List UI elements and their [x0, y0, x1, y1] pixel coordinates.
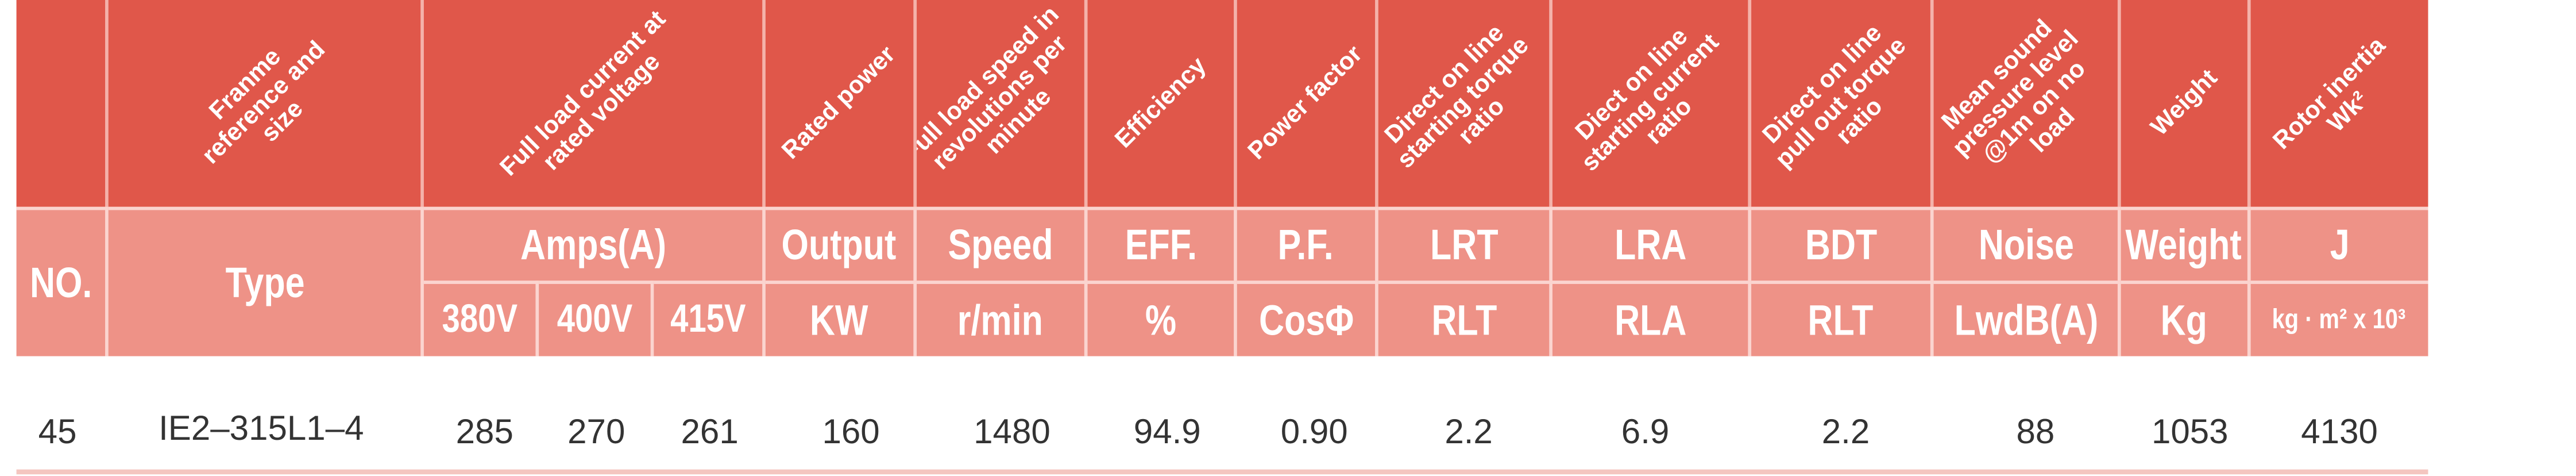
col-output-unit: KW	[765, 281, 917, 356]
col-output-label: Output	[782, 220, 897, 270]
header-noise-label: Mean sound pressure level @1m on no load	[1936, 14, 2092, 170]
header-pf: Power factor	[1237, 0, 1378, 207]
col-no: NO.	[16, 206, 109, 356]
header-lrt: Direct on line starting torque ratio	[1378, 0, 1552, 207]
header-inertia: Rotor inertia Wk²	[2250, 0, 2428, 207]
cell-a415: 261	[681, 413, 739, 452]
header-speed-label: Full load speed in revolutions per minut…	[917, 1, 1073, 176]
col-lrt: LRT	[1378, 206, 1552, 281]
cell-lra: 6.9	[1621, 413, 1670, 452]
cell-a380: 285	[455, 413, 513, 452]
col-380v-label: 380V	[442, 297, 517, 341]
col-lrt-unit-label: RLT	[1431, 294, 1497, 344]
cell-pf: 0.90	[1280, 413, 1348, 452]
col-lra-unit-label: RLA	[1614, 294, 1686, 344]
col-j-unit: kg · m² x 10³	[2250, 281, 2428, 356]
cell-type: IE2–315L1–4	[159, 410, 364, 448]
header-power: Rated power	[765, 0, 917, 207]
header-lrt-label: Direct on line starting torque ratio	[1379, 19, 1535, 174]
col-pf: P.F.	[1237, 206, 1378, 281]
cell-rpm: 1480	[974, 413, 1051, 452]
cell-kw: 160	[822, 413, 880, 452]
col-noise: Noise	[1933, 206, 2121, 281]
col-415v-label: 415V	[670, 297, 746, 341]
header-lra: Diect on line starting current ratio	[1552, 0, 1752, 207]
cell-lrt: 2.2	[1445, 413, 1493, 452]
col-amps: Amps(A)	[423, 206, 766, 281]
header-weight-label: Weight	[2145, 64, 2223, 142]
cell-j: 4130	[2301, 413, 2378, 452]
cell-eff: 94.9	[1133, 413, 1201, 452]
header-efficiency: Efficiency	[1087, 0, 1237, 207]
header-efficiency-label: Efficiency	[1109, 52, 1211, 154]
col-bdt-unit: RLT	[1751, 281, 1934, 356]
cell-bdt: 2.2	[1821, 413, 1870, 452]
cell-a400: 270	[567, 413, 625, 452]
col-noise-label: Noise	[1978, 220, 2073, 270]
col-speed-label: Speed	[948, 220, 1053, 270]
col-j-unit-label: kg · m² x 10³	[2272, 304, 2407, 335]
col-eff-label: EFF.	[1125, 220, 1197, 270]
col-400v: 400V	[539, 281, 654, 356]
header-bdt-label: Direct on line pull out torque ratio	[1756, 19, 1911, 174]
col-pf-unit: CosΦ	[1237, 281, 1378, 356]
col-speed-unit: r/min	[917, 281, 1088, 356]
header-power-label: Rated power	[777, 40, 901, 165]
col-amps-label: Amps(A)	[520, 220, 666, 270]
header-speed: Full load speed in revolutions per minut…	[917, 0, 1088, 207]
col-bdt-unit-label: RLT	[1808, 294, 1874, 344]
col-lra-unit: RLA	[1552, 281, 1752, 356]
col-output: Output	[765, 206, 917, 281]
col-weight-unit: Kg	[2121, 281, 2251, 356]
col-415v: 415V	[654, 281, 766, 356]
col-400v-label: 400V	[557, 297, 633, 341]
col-j-label: J	[2330, 220, 2350, 270]
col-j: J	[2250, 206, 2428, 281]
header-frame: Franme reference and size	[108, 0, 424, 207]
header-current-label: Full load current at rated voltage	[495, 5, 672, 182]
header-inertia-label: Rotor inertia Wk²	[2268, 32, 2392, 155]
col-pf-unit-label: CosΦ	[1258, 294, 1354, 344]
col-bdt: BDT	[1751, 206, 1934, 281]
header-weight: Weight	[2121, 0, 2251, 207]
col-type: Type	[108, 206, 424, 356]
col-380v: 380V	[423, 281, 539, 356]
col-eff: EFF.	[1087, 206, 1237, 281]
header-pf-label: Power factor	[1242, 40, 1369, 166]
col-lrt-label: LRT	[1430, 220, 1498, 270]
col-output-unit-label: KW	[810, 294, 869, 344]
cell-noise: 88	[2016, 413, 2055, 452]
header-frame-label: Franme reference and size	[196, 36, 331, 170]
col-pf-label: P.F.	[1278, 220, 1334, 270]
col-lra: LRA	[1552, 206, 1752, 281]
col-eff-unit-label: %	[1145, 294, 1176, 344]
header-noise: Mean sound pressure level @1m on no load	[1933, 0, 2121, 207]
col-speed-unit-label: r/min	[957, 294, 1044, 344]
col-weight: Weight	[2121, 206, 2251, 281]
col-eff-unit: %	[1087, 281, 1237, 356]
header-current: Full load current at rated voltage	[423, 0, 766, 207]
col-no-label: NO.	[29, 258, 92, 307]
col-weight-unit-label: Kg	[2161, 294, 2208, 344]
cell-no: 45	[38, 413, 77, 452]
col-lra-label: LRA	[1614, 220, 1686, 270]
col-type-label: Type	[225, 258, 304, 307]
header-lra-label: Diect on line starting current ratio	[1569, 22, 1724, 177]
cell-weight: 1053	[2151, 413, 2229, 452]
header-bdt: Direct on line pull out torque ratio	[1751, 0, 1934, 207]
col-noise-unit-label: LwdB(A)	[1953, 294, 2098, 344]
col-lrt-unit: RLT	[1378, 281, 1552, 356]
col-bdt-label: BDT	[1805, 220, 1877, 270]
header-blank-no	[16, 0, 109, 207]
col-speed: Speed	[917, 206, 1088, 281]
row-divider	[16, 469, 2428, 475]
col-noise-unit: LwdB(A)	[1933, 281, 2121, 356]
col-weight-label: Weight	[2126, 220, 2242, 270]
